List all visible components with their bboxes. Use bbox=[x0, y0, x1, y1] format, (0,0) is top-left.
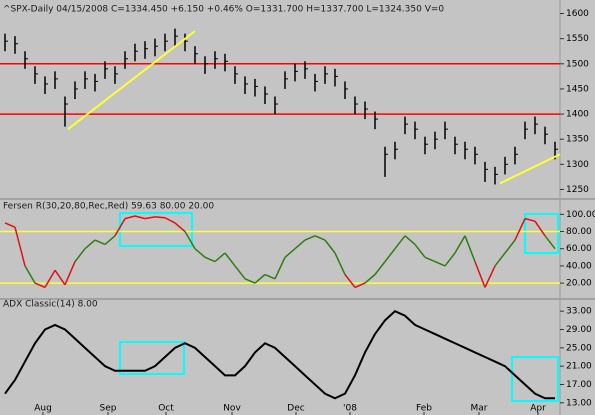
x-tick-label: '08 bbox=[343, 404, 357, 414]
line-segment bbox=[174, 222, 186, 233]
line-segment bbox=[4, 222, 16, 228]
line-segment bbox=[104, 235, 116, 245]
line-segment bbox=[184, 231, 196, 250]
y-tick-label: 1550 bbox=[566, 34, 589, 44]
line-segment bbox=[314, 235, 326, 241]
x-tick-label: Oct bbox=[158, 404, 174, 414]
x-tick-label: Sep bbox=[100, 404, 117, 414]
y-tick-label: 29.00 bbox=[566, 325, 592, 335]
line-segment bbox=[434, 260, 446, 267]
x-tick-label: Nov bbox=[223, 404, 241, 414]
x-tick-label: Feb bbox=[416, 404, 432, 414]
line-segment bbox=[284, 248, 296, 258]
line-segment bbox=[424, 256, 436, 263]
y-tick-label: 1450 bbox=[566, 84, 589, 94]
line-segment bbox=[234, 265, 246, 280]
line-segment bbox=[374, 261, 386, 275]
line-segment bbox=[454, 235, 466, 254]
line-segment bbox=[474, 261, 486, 288]
line-segment bbox=[334, 252, 346, 275]
line-segment bbox=[194, 248, 206, 258]
line-segment bbox=[344, 274, 356, 288]
line-segment bbox=[204, 256, 216, 263]
line-segment bbox=[534, 220, 546, 237]
line-segment bbox=[404, 235, 416, 245]
x-tick-label: Mar bbox=[471, 404, 488, 414]
highlight-box bbox=[511, 356, 559, 402]
line-segment bbox=[484, 265, 496, 288]
y-tick-label: 1600 bbox=[566, 9, 589, 19]
line-segment bbox=[254, 273, 266, 284]
panel-title: ADX Classic(14) 8.00 bbox=[3, 300, 98, 310]
line-segment bbox=[294, 239, 306, 250]
line-segment bbox=[144, 216, 156, 220]
y-tick-label: 1250 bbox=[566, 185, 589, 195]
line-segment bbox=[24, 265, 36, 284]
trend-line bbox=[67, 30, 196, 130]
y-tick-label: 1400 bbox=[566, 110, 589, 120]
highlight-box bbox=[119, 212, 193, 247]
y-tick-label: 21.00 bbox=[566, 362, 592, 372]
y-tick-label: 33.00 bbox=[566, 307, 592, 317]
line-segment bbox=[494, 252, 506, 267]
line-segment bbox=[154, 216, 166, 219]
line-segment bbox=[134, 215, 146, 220]
y-tick-label: 20.00 bbox=[566, 279, 592, 289]
line-segment bbox=[244, 278, 256, 284]
line-segment bbox=[64, 261, 76, 286]
line-segment bbox=[384, 248, 396, 263]
y-tick-label: 1300 bbox=[566, 160, 589, 170]
line-segment bbox=[274, 256, 286, 280]
line-segment bbox=[264, 273, 276, 280]
y-tick-label: 80.00 bbox=[566, 227, 592, 237]
x-tick-label: Dec bbox=[287, 404, 304, 414]
highlight-box bbox=[119, 341, 185, 375]
x-tick-label: Apr bbox=[530, 404, 546, 414]
y-tick-label: 1350 bbox=[566, 135, 589, 145]
line-segment bbox=[364, 273, 376, 284]
line-segment bbox=[214, 252, 226, 263]
line-segment bbox=[34, 282, 46, 289]
line-segment bbox=[84, 239, 96, 250]
y-tick-label: 60.00 bbox=[566, 244, 592, 254]
line-segment bbox=[524, 217, 536, 222]
line-series bbox=[4, 309, 555, 400]
line-segment bbox=[54, 269, 66, 286]
y-tick-label: 40.00 bbox=[566, 261, 592, 271]
line-segment bbox=[354, 282, 366, 289]
line-segment bbox=[504, 239, 516, 254]
line-segment bbox=[114, 218, 126, 237]
line-segment bbox=[14, 227, 26, 267]
line-segment bbox=[544, 235, 556, 250]
y-tick-label: 25.00 bbox=[566, 343, 592, 353]
panel-title: Fersen R(30,20,80,Rec,Red) 59.63 80.00 2… bbox=[3, 202, 214, 212]
x-tick-label: Aug bbox=[34, 404, 52, 414]
highlight-box bbox=[524, 213, 559, 254]
line-segment bbox=[74, 248, 86, 263]
line-segment bbox=[394, 235, 406, 250]
line-segment bbox=[514, 218, 526, 241]
line-segment bbox=[444, 252, 456, 267]
line-segment bbox=[124, 215, 136, 220]
line-segment bbox=[464, 235, 476, 262]
y-tick-label: 1500 bbox=[566, 59, 589, 69]
y-tick-label: 13.00 bbox=[566, 398, 592, 408]
y-tick-label: 100.00 bbox=[566, 210, 595, 220]
y-tick-label: 17.00 bbox=[566, 380, 592, 390]
trend-line bbox=[499, 153, 561, 185]
line-segment bbox=[414, 243, 426, 258]
line-segment bbox=[304, 235, 316, 241]
line-segment bbox=[224, 252, 236, 267]
line-segment bbox=[44, 269, 56, 288]
line-segment bbox=[164, 217, 176, 224]
line-segment bbox=[324, 239, 336, 254]
panel-title: ^SPX-Daily 04/15/2008 C=1334.450 +6.150 … bbox=[3, 5, 444, 15]
line-segment bbox=[94, 239, 106, 246]
